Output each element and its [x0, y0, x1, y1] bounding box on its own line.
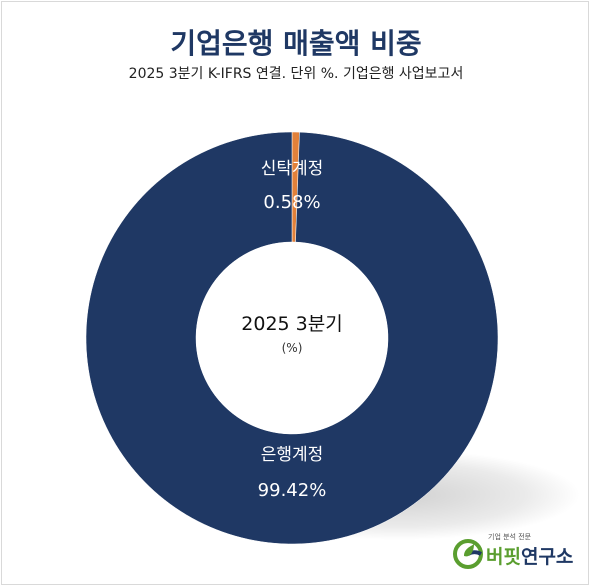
logo: 기업 분석 전문 버핏연구소 — [452, 530, 582, 574]
logo-name-part2: 연구소 — [520, 546, 574, 568]
slice-label-trust: 신탁계정 — [261, 159, 324, 179]
leaf-circle-logo-icon — [453, 539, 483, 569]
chart-subtitle: 2025 3분기 K-IFRS 연결. 단위 %. 기업은행 사업보고서 — [128, 66, 464, 82]
donut-hole — [196, 242, 388, 434]
slice-label-bank: 은행계정 — [261, 445, 324, 465]
slice-value-bank: 99.42% — [258, 480, 327, 501]
chart-title: 기업은행 매출액 비중 — [170, 27, 422, 60]
logo-name-part1: 버핏 — [486, 546, 521, 568]
logo-tagline: 기업 분석 전문 — [488, 533, 532, 541]
center-label: 2025 3분기 — [241, 313, 342, 335]
center-unit: (%) — [282, 341, 303, 355]
logo-name: 버핏연구소 — [486, 542, 573, 569]
slice-value-trust: 0.58% — [263, 192, 320, 213]
